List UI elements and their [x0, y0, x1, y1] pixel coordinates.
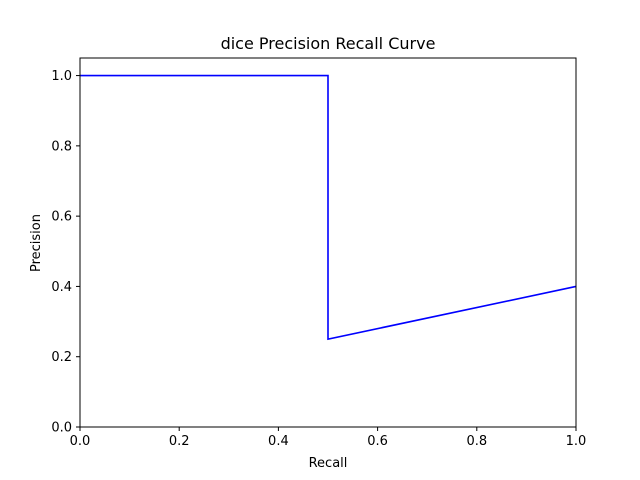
x-tick-label: 0.0: [70, 434, 91, 449]
chart-title: dice Precision Recall Curve: [221, 34, 436, 53]
y-tick-label: 0.2: [51, 350, 72, 365]
x-tick-label: 0.8: [466, 434, 487, 449]
y-tick-label: 0.6: [51, 210, 72, 225]
series-line-0: [80, 74, 577, 341]
y-axis-ticks: 0.0 0.2 0.4 0.6 0.8 1.0: [51, 69, 80, 436]
x-tick-label: 0.2: [169, 434, 190, 449]
x-axis-label: Recall: [309, 456, 348, 471]
y-tick-label: 0.4: [51, 280, 72, 295]
y-axis-label: Precision: [29, 214, 44, 272]
x-axis-ticks: 0.0 0.2 0.4 0.6 0.8 1.0: [70, 427, 587, 449]
y-tick-label: 0.0: [51, 421, 72, 436]
y-tick-label: 0.8: [51, 139, 72, 154]
x-tick-label: 1.0: [566, 434, 587, 449]
x-tick-label: 0.4: [268, 434, 289, 449]
x-tick-label: 0.6: [367, 434, 388, 449]
plot-frame: [79, 57, 577, 428]
series-layer: [80, 74, 577, 341]
y-tick-label: 1.0: [51, 69, 72, 84]
